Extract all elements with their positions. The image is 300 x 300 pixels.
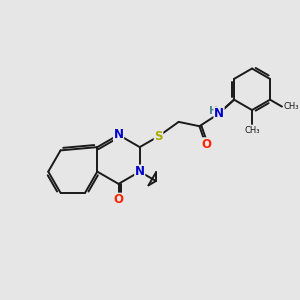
Text: CH₃: CH₃ [244,126,260,135]
Text: N: N [214,107,224,120]
Text: N: N [113,128,124,141]
Text: O: O [113,193,124,206]
Text: CH₃: CH₃ [284,102,299,111]
Text: O: O [202,138,212,151]
Text: N: N [135,165,145,178]
Text: S: S [154,130,163,143]
Text: H: H [208,106,217,116]
